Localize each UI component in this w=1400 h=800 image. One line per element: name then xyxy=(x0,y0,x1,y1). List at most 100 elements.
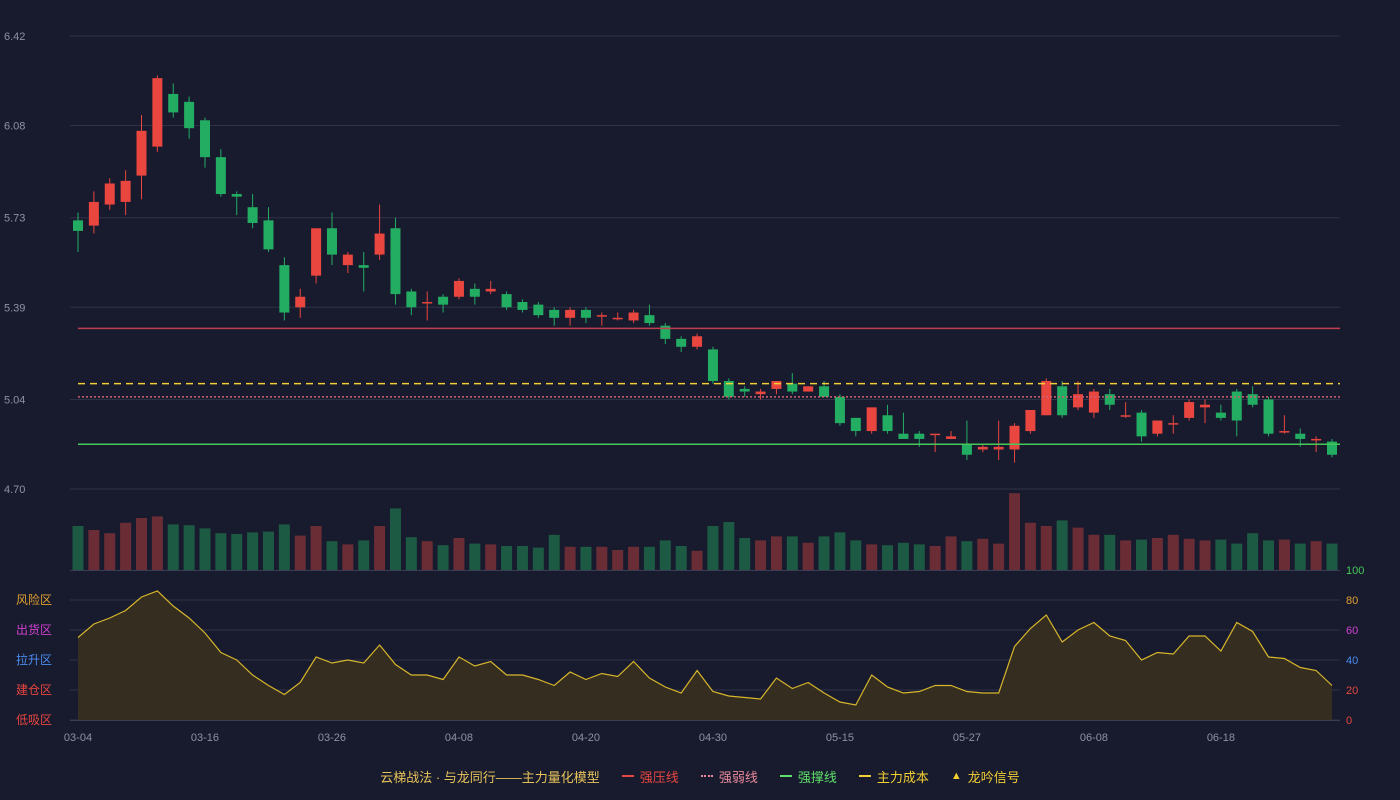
candle xyxy=(930,433,941,453)
candle-body xyxy=(692,336,703,347)
candle xyxy=(628,309,639,324)
volume-bar xyxy=(929,546,941,570)
volume-bar xyxy=(485,544,497,570)
candle-body xyxy=(1279,431,1290,433)
legend-item-strength-line[interactable]: 强弱线 xyxy=(700,767,758,786)
price-axis: 6.42 6.08 5.73 5.39 5.04 4.70 xyxy=(4,31,25,496)
candle xyxy=(1231,388,1242,437)
volume-bar xyxy=(1120,540,1132,570)
volume-bar xyxy=(532,547,544,570)
candle-body xyxy=(422,302,433,304)
osc-tick-label: 60 xyxy=(1346,625,1358,637)
candle-body xyxy=(1120,415,1131,417)
candle xyxy=(184,96,195,139)
candle xyxy=(1073,381,1084,410)
volume-bar xyxy=(215,533,227,570)
candle-body xyxy=(660,325,671,339)
volume-bar xyxy=(580,546,592,570)
candle xyxy=(295,288,306,318)
osc-tick-label: 0 xyxy=(1346,715,1352,727)
zone-label: 出货区 xyxy=(16,622,52,637)
triangle-icon: ▲ xyxy=(950,769,962,782)
volume-bar xyxy=(977,538,989,570)
volume-bar xyxy=(1215,539,1227,570)
candle-body xyxy=(1327,441,1337,455)
candle-body xyxy=(1104,394,1115,405)
candle xyxy=(612,312,623,321)
candle xyxy=(723,378,734,400)
oscillator-line xyxy=(77,590,1333,706)
candle xyxy=(882,404,893,434)
candle xyxy=(231,191,242,216)
candle-body xyxy=(247,207,258,223)
legend-item-strong-pressure[interactable]: 强压线 xyxy=(621,767,679,786)
candle-body xyxy=(295,296,306,308)
volume-bar xyxy=(628,546,640,570)
candle xyxy=(580,307,591,324)
price-tick-label: 5.39 xyxy=(4,302,25,314)
candle-body xyxy=(104,183,115,205)
candle xyxy=(660,323,671,345)
candle xyxy=(326,212,337,266)
candle xyxy=(834,394,845,426)
osc-tick-label: 100 xyxy=(1346,565,1364,577)
candle-body xyxy=(644,315,655,324)
candle-body xyxy=(977,446,988,450)
candle-body xyxy=(1168,423,1179,425)
volume-bar xyxy=(437,545,449,570)
volume-bar xyxy=(453,538,465,570)
stock-chart: 6.42 6.08 5.73 5.39 5.04 4.70 100 80 60 40 20 0 风险区… xyxy=(4,31,1364,744)
zone-label: 风险区 xyxy=(16,592,52,607)
volume-bar xyxy=(501,546,513,570)
candle-body xyxy=(453,280,464,297)
volume-bar xyxy=(882,545,894,570)
date-tick-label: 03-26 xyxy=(318,732,346,744)
candle xyxy=(739,386,750,397)
candle xyxy=(342,251,353,274)
volume-bar xyxy=(596,546,608,570)
legend-item-main-cost[interactable]: 主力成本 xyxy=(858,767,929,786)
date-axis: 03-04 03-16 03-26 04-08 04-20 04-30 05-15 05-27… xyxy=(64,732,1235,744)
candle xyxy=(120,170,131,216)
volume-bar xyxy=(755,540,767,570)
candle xyxy=(676,336,687,353)
volume-bar xyxy=(167,524,179,570)
candle xyxy=(453,278,464,300)
legend-item-dragon-signal[interactable]: ▲ 龙吟信号 xyxy=(951,767,1020,786)
candle-body xyxy=(1041,381,1052,416)
candle xyxy=(1104,388,1115,410)
candle-body xyxy=(120,180,131,202)
date-tick-label: 03-04 xyxy=(64,732,92,744)
legend-label: 强压线 xyxy=(639,769,679,785)
volume-bar xyxy=(247,532,259,570)
volume-bar xyxy=(231,534,243,570)
volume-bar xyxy=(262,531,274,570)
candle-body xyxy=(882,415,893,432)
candle xyxy=(533,302,544,318)
volume-bar xyxy=(342,544,354,570)
volume-bar xyxy=(1247,533,1259,570)
date-tick-label: 04-30 xyxy=(699,732,727,744)
legend-item-strong-support[interactable]: 强撑线 xyxy=(779,767,837,786)
volume-bar xyxy=(1167,534,1179,570)
candle-body xyxy=(580,309,591,318)
candle-body xyxy=(263,220,274,250)
candle-body xyxy=(1311,438,1322,441)
candle-body xyxy=(374,233,385,255)
candle xyxy=(565,307,576,326)
candle xyxy=(168,83,179,118)
solid-line-icon xyxy=(779,775,792,777)
candle-body xyxy=(1295,433,1306,439)
candle xyxy=(1247,386,1258,408)
volume-bar xyxy=(675,546,687,570)
price-tick-label: 6.42 xyxy=(4,31,25,43)
volume-bar xyxy=(739,538,751,570)
volume-bar xyxy=(993,543,1005,570)
candle xyxy=(1152,420,1163,437)
volume-bar xyxy=(1136,539,1148,570)
volume-bar xyxy=(770,536,782,570)
candle-body xyxy=(469,288,480,297)
candle-body xyxy=(1263,399,1274,434)
candle-body xyxy=(866,407,877,432)
candle-body xyxy=(1152,420,1163,434)
